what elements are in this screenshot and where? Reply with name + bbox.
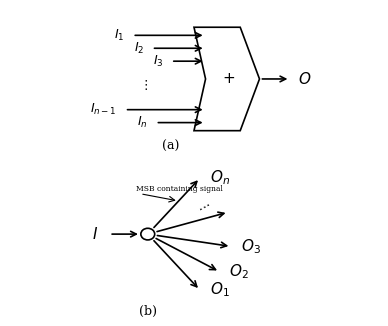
Text: $\vdots$: $\vdots$ [194, 197, 210, 212]
Text: $I_{n-1}$: $I_{n-1}$ [90, 102, 117, 117]
Text: $O_3$: $O_3$ [241, 237, 261, 256]
Text: $O$: $O$ [298, 71, 312, 87]
Text: $I_2$: $I_2$ [133, 41, 144, 56]
Text: $I_3$: $I_3$ [152, 54, 163, 69]
Text: MSB containing signal: MSB containing signal [136, 185, 223, 193]
Text: $O_n$: $O_n$ [210, 169, 230, 187]
Text: $O_2$: $O_2$ [229, 262, 249, 281]
Text: $I_1$: $I_1$ [114, 28, 125, 43]
Text: (b): (b) [139, 305, 157, 318]
Text: $I$: $I$ [92, 226, 98, 242]
Text: $O_1$: $O_1$ [210, 281, 229, 300]
Text: $\vdots$: $\vdots$ [139, 79, 148, 93]
Text: $I_n$: $I_n$ [137, 115, 148, 130]
Text: (a): (a) [162, 140, 180, 153]
Text: $+$: $+$ [222, 72, 235, 86]
